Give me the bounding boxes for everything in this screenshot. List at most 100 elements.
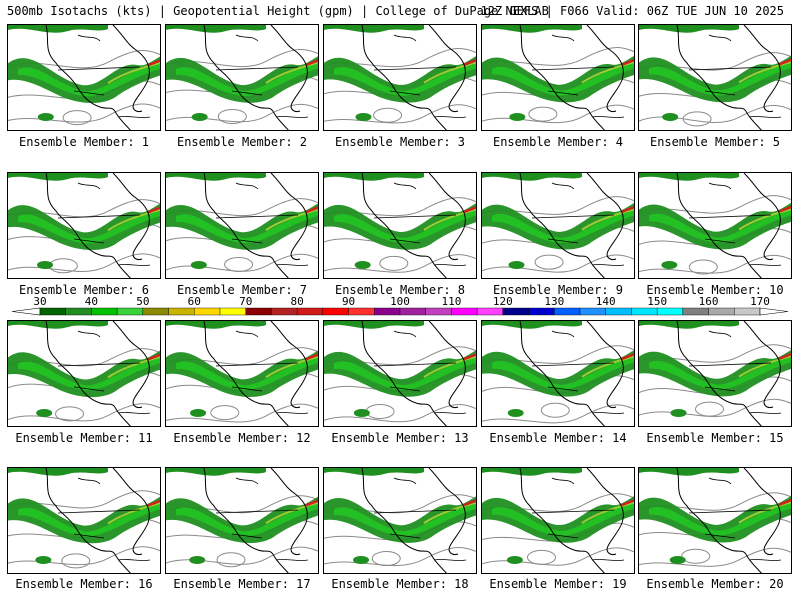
us-mexico-border bbox=[73, 238, 105, 244]
height-contour-closed bbox=[373, 107, 403, 123]
coastline-east bbox=[743, 173, 781, 260]
jet-band-high bbox=[581, 61, 634, 84]
height-contour-closed bbox=[371, 551, 401, 567]
us-mexico-border bbox=[547, 533, 579, 539]
jet-core bbox=[778, 498, 791, 506]
map-svg bbox=[639, 468, 791, 573]
us-mexico-border bbox=[704, 238, 736, 244]
jet-band-north bbox=[8, 468, 108, 476]
us-mexico-border bbox=[231, 533, 263, 539]
colorbar-segment bbox=[322, 307, 349, 316]
height-contour-closed bbox=[540, 402, 570, 418]
us-canada-border bbox=[215, 509, 299, 514]
height-contour-closed bbox=[62, 110, 92, 126]
ensemble-member-label: Ensemble Member: 7 bbox=[176, 283, 308, 297]
height-contour bbox=[8, 403, 160, 422]
jet-core bbox=[463, 206, 476, 214]
colorbar-segment bbox=[65, 307, 92, 316]
colorbar-segment bbox=[451, 307, 478, 316]
jet-band-north bbox=[166, 25, 266, 33]
coastline-east bbox=[270, 468, 308, 555]
colorbar-segment bbox=[476, 307, 504, 316]
height-contour bbox=[482, 104, 634, 124]
jet-band-inner bbox=[492, 502, 634, 536]
jet-band-inner bbox=[334, 62, 476, 96]
ensemble-member-label: Ensemble Member: 18 bbox=[331, 577, 469, 591]
jet-band-inner bbox=[176, 62, 318, 97]
jet-band-high bbox=[107, 61, 160, 85]
jet-core bbox=[778, 352, 791, 360]
colorbar-segment bbox=[554, 307, 581, 316]
colorbar-segment bbox=[734, 307, 761, 316]
jet-band-high bbox=[107, 208, 160, 232]
coastline-west bbox=[519, 321, 605, 426]
height-contour bbox=[482, 254, 634, 273]
isotach-patch bbox=[190, 261, 207, 269]
isotach-patch bbox=[509, 113, 526, 121]
coastline-east bbox=[743, 468, 781, 555]
jet-band-high bbox=[107, 355, 160, 379]
colorbar-segment bbox=[656, 307, 684, 316]
jet-band-north bbox=[482, 468, 582, 476]
us-mexico-border bbox=[389, 238, 421, 244]
us-canada-border bbox=[373, 214, 457, 219]
isotach-patch bbox=[662, 113, 679, 121]
jet-band-inner bbox=[18, 503, 160, 537]
isotach-patch bbox=[37, 261, 54, 269]
coastline-east bbox=[586, 25, 624, 112]
us-canada-border bbox=[57, 214, 141, 219]
hudson-bay-coast bbox=[77, 182, 101, 190]
ensemble-member-map bbox=[323, 467, 477, 574]
jet-band-outer bbox=[639, 496, 791, 543]
jet-band-outer bbox=[166, 350, 318, 397]
ensemble-member-map bbox=[7, 24, 161, 131]
isotach-patch bbox=[354, 261, 371, 269]
height-contour bbox=[482, 404, 634, 424]
jet-band-north bbox=[639, 25, 739, 33]
caribbean-islands bbox=[748, 116, 782, 118]
jet-core bbox=[305, 499, 318, 507]
hudson-bay-coast bbox=[77, 34, 101, 42]
coastline-east bbox=[428, 173, 466, 260]
colorbar-segment bbox=[194, 307, 221, 316]
isotach-patch bbox=[355, 113, 372, 121]
jet-band-inner bbox=[334, 209, 476, 243]
caribbean-islands bbox=[433, 559, 467, 561]
coastline-west bbox=[519, 173, 605, 278]
run-valid-time: 12Z GEFS | F066 Valid: 06Z TUE JUN 10 20… bbox=[480, 4, 784, 18]
height-contour bbox=[8, 546, 160, 566]
jet-band-high bbox=[265, 208, 318, 231]
coastline-west bbox=[45, 321, 131, 426]
isotach-patch bbox=[190, 409, 207, 417]
jet-band-inner bbox=[492, 62, 634, 96]
hudson-bay-coast bbox=[393, 34, 417, 42]
caribbean-islands bbox=[748, 412, 782, 414]
height-contour-closed bbox=[210, 405, 240, 421]
hudson-bay-coast bbox=[551, 34, 575, 42]
us-mexico-border bbox=[547, 90, 579, 96]
hudson-bay-coast bbox=[235, 34, 259, 42]
map-svg bbox=[8, 25, 160, 130]
coastline-west bbox=[361, 173, 447, 278]
ensemble-member-map bbox=[165, 467, 319, 574]
height-contour-closed bbox=[534, 254, 564, 270]
caribbean-islands bbox=[591, 116, 625, 118]
isotach-patch bbox=[191, 113, 208, 121]
coastline-east bbox=[586, 321, 624, 408]
colorbar-tick-label: 50 bbox=[136, 295, 150, 308]
jet-band-outer bbox=[482, 496, 634, 543]
map-svg bbox=[324, 173, 476, 278]
ensemble-member-map bbox=[638, 467, 792, 574]
ensemble-member-label: Ensemble Member: 20 bbox=[646, 577, 784, 591]
ensemble-member-map bbox=[481, 172, 635, 279]
jet-core bbox=[147, 353, 160, 361]
map-svg bbox=[639, 173, 791, 278]
height-contour bbox=[166, 103, 318, 123]
coastline-east bbox=[112, 173, 150, 260]
colorbar-segment bbox=[708, 307, 735, 316]
jet-band-inner bbox=[18, 209, 160, 244]
map-svg bbox=[482, 173, 634, 278]
caribbean-islands bbox=[117, 412, 151, 414]
us-canada-border bbox=[373, 362, 457, 367]
isotach-colorbar: 30 40 50 60 70 80 90 100 110 120 130 140 150 160 170 bbox=[0, 296, 800, 318]
